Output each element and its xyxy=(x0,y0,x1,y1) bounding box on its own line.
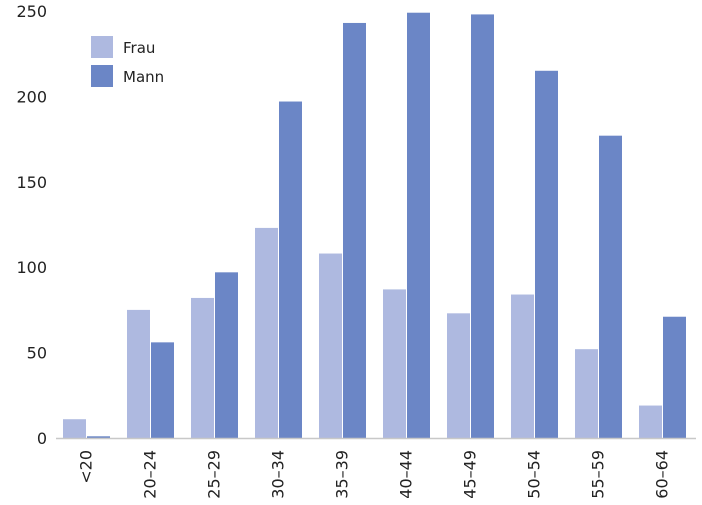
legend-label-mann: Mann xyxy=(123,68,164,86)
bar-mann-8 xyxy=(599,135,622,438)
x-tick-label: 45–49 xyxy=(461,450,480,499)
bar-mann-3 xyxy=(279,101,302,439)
bar-frau-2 xyxy=(191,297,214,438)
x-tick-label: 55–59 xyxy=(589,450,608,499)
x-tick-label: 25–29 xyxy=(205,450,224,499)
bar-frau-4 xyxy=(319,253,342,438)
bar-mann-5 xyxy=(407,12,430,438)
y-tick-label: 200 xyxy=(16,87,47,106)
bar-frau-6 xyxy=(447,313,470,438)
y-tick-label: 0 xyxy=(37,429,47,448)
y-tick-label: 250 xyxy=(16,2,47,21)
y-tick-label: 100 xyxy=(16,258,47,277)
bar-mann-6 xyxy=(471,14,494,438)
bar-frau-7 xyxy=(511,294,534,438)
legend: Frau Mann xyxy=(91,36,164,87)
legend-swatch-frau xyxy=(91,36,113,58)
x-tick-label: 30–34 xyxy=(269,450,288,499)
legend-label-frau: Frau xyxy=(123,39,155,57)
bar-mann-1 xyxy=(151,342,174,438)
bar-frau-0 xyxy=(63,419,86,438)
bar-frau-3 xyxy=(255,227,278,438)
bar-mann-7 xyxy=(535,70,558,438)
bar-mann-2 xyxy=(215,272,238,438)
bar-mann-9 xyxy=(663,316,686,438)
legend-swatch-mann xyxy=(91,65,113,87)
bar-frau-9 xyxy=(639,405,662,438)
bar-frau-5 xyxy=(383,289,406,438)
x-tick-label: 50–54 xyxy=(525,450,544,499)
x-tick-label: 40–44 xyxy=(397,450,416,499)
x-axis: <20 20–24 25–29 30–34 35–39 40–44 45–49 50–54 55… xyxy=(77,450,672,499)
y-tick-label: 50 xyxy=(27,344,47,363)
y-tick-label: 150 xyxy=(16,173,47,192)
bar-frau-8 xyxy=(575,349,598,438)
bars xyxy=(63,12,686,439)
y-axis: 0 50 100 150 200 250 xyxy=(16,2,47,448)
bar-frau-1 xyxy=(127,309,150,438)
x-tick-label: 20–24 xyxy=(141,450,160,499)
bar-mann-4 xyxy=(343,22,366,439)
x-tick-label: 60–64 xyxy=(653,450,672,499)
x-tick-label: <20 xyxy=(77,450,96,484)
bar-mann-0 xyxy=(87,436,110,438)
x-tick-label: 35–39 xyxy=(333,450,352,499)
